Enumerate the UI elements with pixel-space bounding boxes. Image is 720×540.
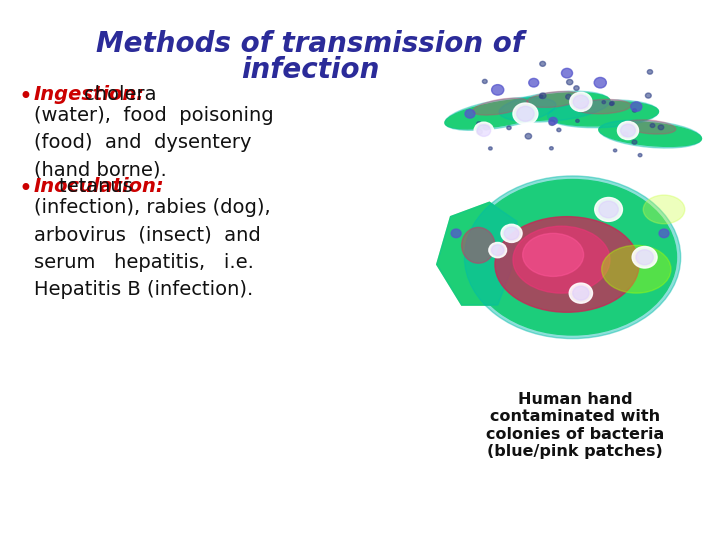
Text: •: • (18, 177, 32, 201)
Text: Methods of transmission of: Methods of transmission of (96, 30, 524, 58)
Circle shape (570, 283, 593, 303)
Circle shape (483, 125, 490, 130)
Text: cholera: cholera (34, 85, 156, 104)
Circle shape (517, 106, 534, 122)
Circle shape (584, 106, 588, 110)
Ellipse shape (445, 99, 556, 129)
Circle shape (645, 93, 652, 98)
Polygon shape (437, 202, 517, 305)
Circle shape (594, 77, 606, 88)
Circle shape (574, 86, 579, 90)
Circle shape (658, 125, 664, 130)
Circle shape (632, 109, 636, 112)
Circle shape (477, 125, 490, 137)
Circle shape (647, 70, 652, 74)
Ellipse shape (643, 195, 685, 224)
Ellipse shape (599, 122, 701, 146)
Circle shape (549, 120, 555, 125)
Circle shape (631, 102, 642, 111)
Text: (water),  food  poisoning
(food)  and  dysentery
(hand borne).: (water), food poisoning (food) and dysen… (34, 106, 274, 179)
Text: Inoculation:: Inoculation: (34, 177, 165, 196)
Circle shape (474, 122, 493, 139)
Circle shape (477, 122, 481, 125)
Circle shape (501, 224, 522, 242)
Circle shape (465, 110, 475, 118)
Circle shape (610, 102, 613, 105)
Circle shape (650, 124, 654, 127)
Circle shape (573, 95, 589, 109)
Ellipse shape (624, 120, 676, 134)
Circle shape (576, 119, 579, 123)
Circle shape (636, 249, 653, 265)
Ellipse shape (464, 176, 680, 339)
Circle shape (566, 94, 571, 99)
Circle shape (595, 198, 623, 221)
Circle shape (451, 229, 461, 238)
Text: Ingestion:: Ingestion: (34, 85, 145, 104)
Circle shape (602, 100, 606, 104)
Circle shape (477, 130, 482, 134)
Ellipse shape (548, 100, 659, 128)
Circle shape (492, 85, 504, 95)
Circle shape (610, 102, 614, 105)
Circle shape (540, 62, 546, 66)
Circle shape (549, 147, 553, 150)
Ellipse shape (548, 102, 659, 126)
Circle shape (489, 242, 507, 258)
Circle shape (572, 286, 589, 300)
Text: •: • (18, 85, 32, 109)
Ellipse shape (462, 227, 495, 263)
Circle shape (507, 126, 511, 130)
Circle shape (659, 229, 669, 238)
Circle shape (570, 92, 592, 111)
Ellipse shape (499, 93, 610, 120)
Circle shape (525, 133, 531, 139)
Circle shape (599, 201, 618, 218)
Ellipse shape (495, 217, 639, 312)
Ellipse shape (602, 245, 671, 293)
Circle shape (621, 124, 635, 137)
Circle shape (632, 140, 637, 144)
Ellipse shape (513, 226, 610, 293)
Ellipse shape (469, 180, 677, 335)
Polygon shape (437, 202, 517, 305)
Circle shape (492, 245, 504, 255)
Ellipse shape (523, 233, 584, 276)
Circle shape (528, 78, 539, 87)
Circle shape (567, 79, 573, 85)
Ellipse shape (499, 91, 610, 122)
Circle shape (557, 128, 561, 132)
Ellipse shape (445, 97, 556, 130)
Circle shape (618, 122, 639, 140)
Ellipse shape (575, 99, 631, 114)
Circle shape (539, 95, 543, 98)
Text: Human hand
contaminated with
colonies of bacteria
(blue/pink patches): Human hand contaminated with colonies of… (486, 392, 664, 459)
Text: tetanus: tetanus (34, 177, 132, 196)
Circle shape (613, 149, 617, 152)
Text: infection: infection (240, 56, 379, 84)
Ellipse shape (527, 91, 582, 107)
Circle shape (513, 103, 538, 125)
Text: (infection), rabies (dog),
arbovirus  (insect)  and
serum   hepatitis,   i.e.
He: (infection), rabies (dog), arbovirus (in… (34, 198, 271, 299)
Circle shape (623, 132, 629, 137)
Ellipse shape (599, 120, 701, 148)
Circle shape (489, 147, 492, 150)
Circle shape (482, 79, 487, 84)
Circle shape (632, 246, 657, 268)
Circle shape (504, 227, 519, 240)
Circle shape (539, 93, 546, 99)
Circle shape (562, 69, 572, 78)
Circle shape (549, 117, 557, 125)
Circle shape (638, 153, 642, 157)
Ellipse shape (473, 98, 528, 115)
